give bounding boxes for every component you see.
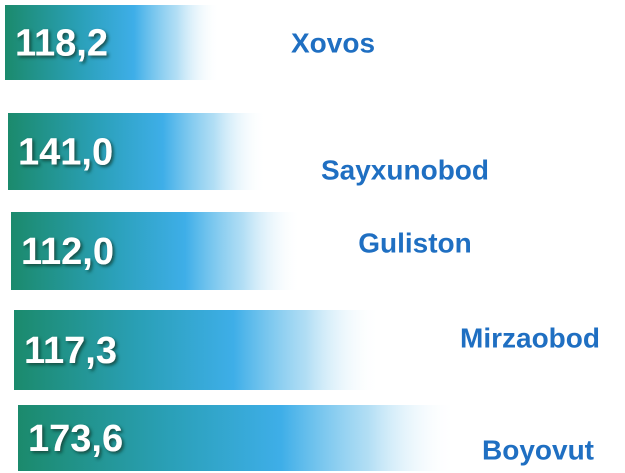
district-name: Mirzaobod — [460, 322, 600, 353]
value-label: 173,6 — [28, 418, 123, 460]
district-name: Xovos — [291, 27, 375, 58]
district-name: Boyovut — [482, 434, 594, 465]
gradient-bar — [8, 113, 266, 190]
value-label: 117,3 — [24, 330, 117, 372]
gradient-bar — [14, 310, 380, 390]
gradient-bar — [5, 5, 220, 80]
gradient-bar — [18, 405, 456, 471]
value-label: 118,2 — [15, 23, 108, 65]
district-name: Sayxunobod — [321, 154, 489, 185]
gradient-bar — [11, 212, 301, 290]
value-label: 141,0 — [18, 132, 113, 174]
district-name: Guliston — [358, 227, 472, 258]
value-label: 112,0 — [21, 231, 114, 273]
